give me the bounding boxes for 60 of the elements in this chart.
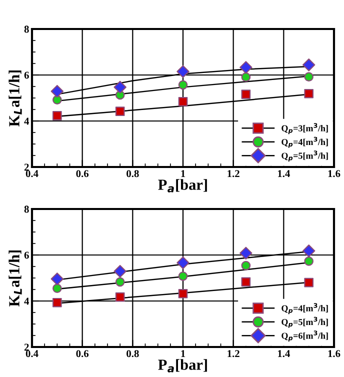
point <box>302 58 316 72</box>
point <box>115 292 125 302</box>
point <box>115 106 125 116</box>
point <box>50 84 64 98</box>
x-tick-label: 0.6 <box>76 350 89 358</box>
point <box>304 278 314 288</box>
point <box>178 97 188 106</box>
y-tick-label: 4 <box>24 118 30 125</box>
point <box>52 111 62 120</box>
x-tick-label: 0.8 <box>126 350 139 358</box>
point <box>114 264 126 278</box>
y-tick-label: 6 <box>24 72 29 79</box>
y-axis-title: K$_{L}$a[1/h] <box>8 70 22 127</box>
x-tick-label: 1.2 <box>228 170 240 178</box>
x-tick-label: 1 <box>181 350 186 358</box>
point <box>240 246 252 260</box>
y-tick-label: 8 <box>24 26 29 33</box>
point <box>241 90 251 99</box>
point <box>304 256 314 266</box>
point <box>241 277 251 287</box>
point <box>304 88 314 98</box>
x-axis-title: P$_{a}$[bar] <box>158 179 207 192</box>
x-tick-label: 0.4 <box>26 350 38 358</box>
point <box>241 260 251 270</box>
legend-label: Q$_{p}$=6[m$^{3}$/h] <box>282 330 328 342</box>
point <box>304 72 314 82</box>
point <box>241 72 251 82</box>
legend-label: Q$_{p}$=4[m$^{3}$/h] <box>282 136 328 148</box>
x-tick-label: 0.4 <box>26 170 38 178</box>
y-tick-label: 2 <box>24 164 29 171</box>
y-tick-label: 6 <box>24 252 29 259</box>
point <box>52 284 62 294</box>
point <box>52 298 62 308</box>
x-tick-label: 1 <box>181 170 186 178</box>
x-axis-title: P$_{a}$[bar] <box>158 359 207 372</box>
point <box>178 271 188 281</box>
x-tick-label: 1.2 <box>228 350 240 358</box>
point <box>115 277 125 287</box>
x-tick-label: 0.6 <box>76 170 89 178</box>
legend-label: Q$_{p}$=4[m$^{3}$/h] <box>282 303 328 314</box>
point <box>176 65 190 78</box>
legend-label: Q$_{p}$=5[m$^{3}$/h] <box>282 150 328 162</box>
x-tick-label: 0.8 <box>126 170 139 178</box>
legend-label: Q$_{p}$=5[m$^{3}$/h] <box>282 316 328 328</box>
x-tick-label: 1.6 <box>328 350 340 358</box>
point <box>178 80 188 90</box>
point <box>176 256 190 270</box>
x-tick-label: 1.4 <box>278 350 290 358</box>
legend-label: Q$_{p}$=3[m$^{3}$/h] <box>282 123 328 134</box>
point <box>50 272 64 286</box>
point <box>240 61 252 74</box>
x-tick-label: 1.6 <box>328 170 340 178</box>
y-tick-label: 4 <box>24 298 30 305</box>
y-axis-title: K$_{L}$a[1/h] <box>8 250 22 307</box>
point <box>302 244 316 258</box>
x-tick-label: 1.4 <box>278 170 290 178</box>
point <box>114 80 126 94</box>
y-tick-label: 2 <box>24 344 29 351</box>
point <box>178 288 188 298</box>
y-tick-label: 8 <box>24 206 29 213</box>
